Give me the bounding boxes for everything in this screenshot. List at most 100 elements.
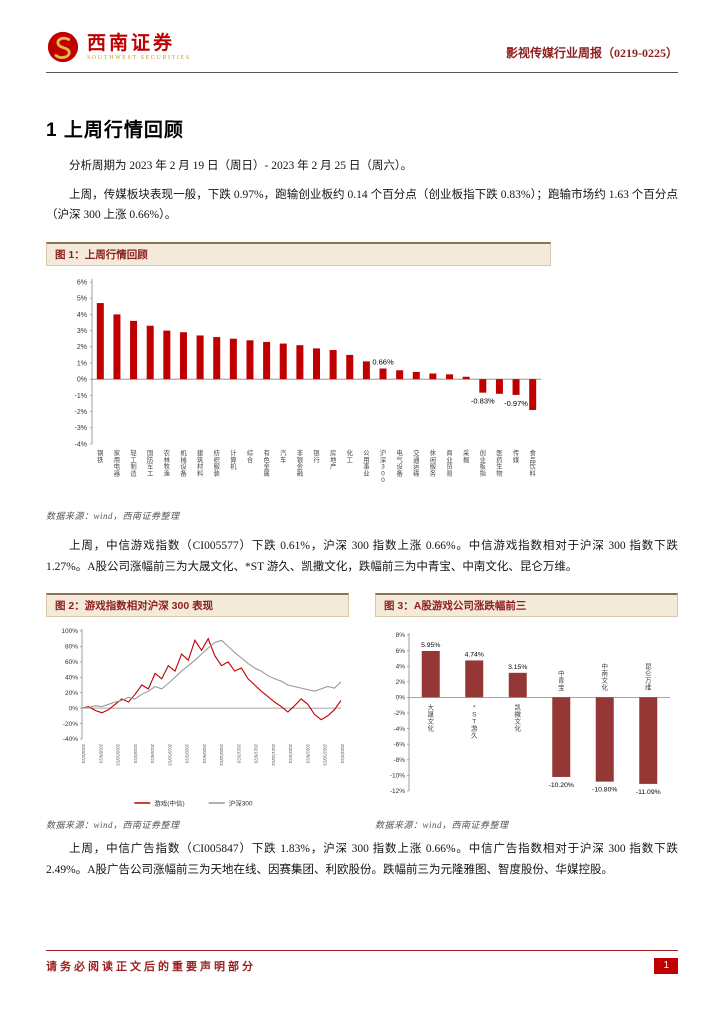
svg-text:0.66%: 0.66% (372, 358, 394, 367)
brand-text: 西南证券 SOUTHWEST SECURITIES (87, 34, 191, 61)
svg-text:0%: 0% (77, 377, 87, 384)
section-title: 1 上周行情回顾 (46, 120, 184, 141)
svg-text:公用事业: 公用事业 (363, 450, 370, 477)
figure2-title: 图 2：游戏指数相对沪深 300 表现 (46, 593, 349, 618)
svg-text:轻工制造: 轻工制造 (130, 448, 137, 477)
paragraph-ad-index: 上周，中信广告指数（CI005847）下跌 1.83%，沪深 300 指数上涨 … (46, 843, 678, 877)
figure2-block: 图 2：游戏指数相对沪深 300 表现 100% 80% 60% 40% 20% 0% -2… (46, 593, 349, 831)
svg-text:2020/2/23: 2020/2/23 (185, 744, 190, 764)
svg-text:中南文化: 中南文化 (602, 662, 609, 692)
paragraph-sector-performance: 上周，传媒板块表现一般，下跌 0.97%，跑输创业板约 0.14 个百分点（创业… (46, 188, 678, 222)
svg-text:6%: 6% (396, 648, 406, 655)
svg-text:采掘: 采掘 (463, 448, 470, 464)
svg-text:综合: 综合 (247, 448, 254, 464)
svg-text:非银金融: 非银金融 (297, 448, 304, 477)
figure3-block: 图 3：A股游戏公司涨跌幅前三 8% 6% 4% 2% 0% -2% -4% -6% -8% -1… (375, 593, 678, 831)
paragraph-analysis-period: 分析周期为 2023 年 2 月 19 日（周日）- 2023 年 2 月 25… (69, 160, 413, 172)
svg-text:-4%: -4% (393, 726, 405, 733)
svg-text:凯撒文化: 凯撒文化 (515, 704, 522, 733)
svg-text:2019/2/23: 2019/2/23 (133, 744, 138, 764)
svg-text:2022/10/23: 2022/10/23 (323, 744, 328, 766)
paragraph-game-index: 上周，中信游戏指数（CI005577）下跌 0.61%，沪深 300 指数上涨 … (46, 540, 678, 573)
svg-text:传媒: 传媒 (513, 448, 520, 464)
svg-text:3%: 3% (77, 328, 87, 335)
svg-text:沪深300: 沪深300 (229, 799, 253, 808)
svg-text:机械设备: 机械设备 (180, 448, 187, 477)
svg-text:-10%: -10% (390, 773, 405, 780)
svg-text:2022/6/23: 2022/6/23 (305, 744, 310, 764)
svg-text:房地产: 房地产 (330, 448, 337, 471)
svg-text:2021/6/23: 2021/6/23 (254, 744, 259, 764)
svg-text:休闲服务: 休闲服务 (430, 448, 437, 477)
footer-disclaimer: 请务必阅读正文后的重要声明部分 (46, 961, 256, 973)
svg-text:电气设备: 电气设备 (396, 448, 403, 477)
svg-text:-8%: -8% (393, 757, 405, 764)
svg-text:家用电器: 家用电器 (114, 448, 121, 477)
svg-text:银行: 银行 (313, 448, 320, 464)
svg-text:4.74%: 4.74% (465, 652, 484, 659)
svg-text:创业板指: 创业板指 (480, 448, 487, 477)
svg-text:2021/2/23: 2021/2/23 (236, 744, 241, 764)
svg-text:沪深300: 沪深300 (380, 448, 386, 484)
svg-text:2020/10/23: 2020/10/23 (219, 744, 224, 766)
svg-text:2022/2/23: 2022/2/23 (288, 744, 293, 764)
figure1-bar-chart: 6% 5% 4% 3% 2% 1% 0% -1% -2% -3% -4% 钢铁 家用电器 轻工制造 国防军工… (46, 272, 551, 507)
svg-text:-4%: -4% (75, 441, 87, 448)
svg-text:2020/6/23: 2020/6/23 (202, 744, 207, 764)
svg-text:2018/6/23: 2018/6/23 (98, 744, 103, 764)
svg-text:5.95%: 5.95% (421, 642, 440, 649)
brand-subtitle: SOUTHWEST SECURITIES (87, 54, 191, 61)
svg-text:食品饮料: 食品饮料 (530, 448, 537, 477)
svg-text:2018/2/23: 2018/2/23 (81, 744, 86, 764)
svg-text:8%: 8% (396, 633, 406, 640)
svg-text:-0.83%: -0.83% (471, 397, 495, 406)
figure3-bar-chart: 8% 6% 4% 2% 0% -2% -4% -6% -8% -10% -12% 5.95% 大晟文化 4… (375, 623, 678, 816)
figure1-source: 数据来源：wind，西南证券整理 (46, 511, 180, 522)
svg-text:国防军工: 国防军工 (147, 449, 153, 477)
svg-text:-6%: -6% (393, 742, 405, 749)
svg-text:-2%: -2% (393, 711, 405, 718)
figure1-title: 图 1：上周行情回顾 (46, 242, 551, 267)
svg-text:100%: 100% (61, 629, 78, 636)
figure2-source: 数据来源：wind，西南证券整理 (46, 820, 180, 831)
svg-text:0%: 0% (69, 706, 79, 713)
svg-text:60%: 60% (65, 659, 78, 666)
svg-text:交通运输: 交通运输 (413, 448, 420, 477)
brand-logo: 西南证券 SOUTHWEST SECURITIES (46, 30, 191, 64)
svg-text:有色金属: 有色金属 (263, 448, 270, 477)
svg-text:2019/6/23: 2019/6/23 (150, 744, 155, 764)
figure2-line-chart: 100% 80% 60% 40% 20% 0% -20% -40% 2018/2/23 2018/… (46, 623, 349, 816)
svg-text:2018/10/23: 2018/10/23 (116, 744, 121, 766)
svg-text:-3%: -3% (75, 425, 87, 432)
svg-text:2023/2/23: 2023/2/23 (340, 744, 345, 764)
svg-text:商业贸易: 商业贸易 (446, 448, 452, 477)
svg-text:40%: 40% (65, 675, 78, 682)
brand-name: 西南证券 (87, 32, 176, 54)
svg-text:2%: 2% (396, 679, 406, 686)
svg-text:农林牧渔: 农林牧渔 (164, 448, 171, 477)
svg-text:1%: 1% (77, 360, 87, 367)
svg-text:4%: 4% (396, 664, 406, 671)
svg-text:-2%: -2% (75, 409, 87, 416)
svg-text:-40%: -40% (63, 737, 78, 744)
svg-text:-11.09%: -11.09% (636, 789, 661, 796)
svg-text:钢铁: 钢铁 (97, 449, 104, 464)
svg-text:-10.20%: -10.20% (549, 782, 574, 789)
svg-text:-0.97%: -0.97% (504, 399, 528, 408)
svg-text:20%: 20% (65, 690, 78, 697)
svg-text:医药生物: 医药生物 (496, 449, 502, 477)
brand-icon (47, 31, 79, 63)
svg-text:-12%: -12% (390, 789, 405, 796)
svg-text:计算机: 计算机 (230, 448, 237, 471)
svg-text:昆仑万维: 昆仑万维 (645, 663, 652, 692)
svg-text:3.15%: 3.15% (508, 664, 527, 671)
svg-text:5%: 5% (77, 296, 87, 303)
figure3-source: 数据来源：wind，西南证券整理 (375, 820, 509, 831)
report-title: 影视传媒行业周报（0219-0225） (506, 46, 678, 60)
svg-text:-20%: -20% (63, 721, 78, 728)
svg-text:纺织服装: 纺织服装 (214, 448, 221, 477)
svg-text:游戏(中信): 游戏(中信) (154, 799, 184, 808)
svg-text:2%: 2% (77, 344, 87, 351)
